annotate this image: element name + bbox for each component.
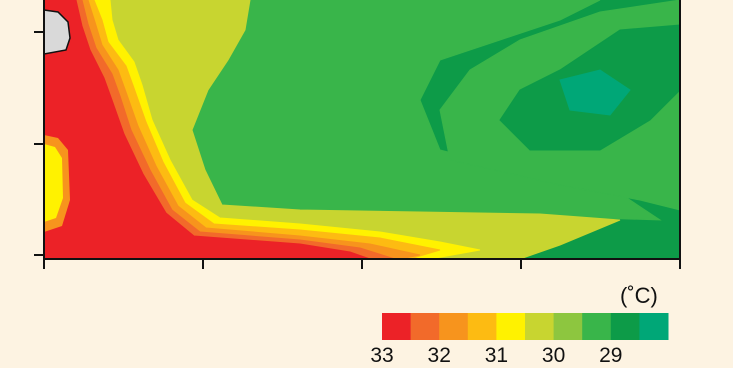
legend-swatch-4 (496, 313, 526, 340)
axes (34, 31, 681, 269)
legend-swatch-8 (610, 313, 640, 340)
legend-label-32: 32 (428, 344, 451, 367)
plot-area (44, 0, 680, 259)
legend-swatch-3 (467, 313, 497, 340)
legend-swatch-7 (582, 313, 612, 340)
left-edge-patch-inner (44, 144, 63, 222)
unit-label: (˚C) (620, 283, 658, 308)
color-legend: 33 32 31 30 29 (370, 313, 669, 367)
legend-label-31: 31 (485, 344, 508, 367)
contour-region-4 (559, 69, 631, 116)
legend-label-33: 33 (370, 344, 393, 367)
legend-swatch-2 (439, 313, 469, 340)
contour-region-10 (44, 0, 371, 259)
legend-swatch-9 (639, 313, 669, 340)
legend-swatch-0 (382, 313, 412, 340)
legend-swatch-5 (525, 313, 555, 340)
legend-swatch-6 (553, 313, 583, 340)
legend-label-29: 29 (599, 344, 622, 367)
legend-swatch-1 (410, 313, 440, 340)
missing-data-region (44, 9, 71, 55)
legend-label-30: 30 (542, 344, 565, 367)
